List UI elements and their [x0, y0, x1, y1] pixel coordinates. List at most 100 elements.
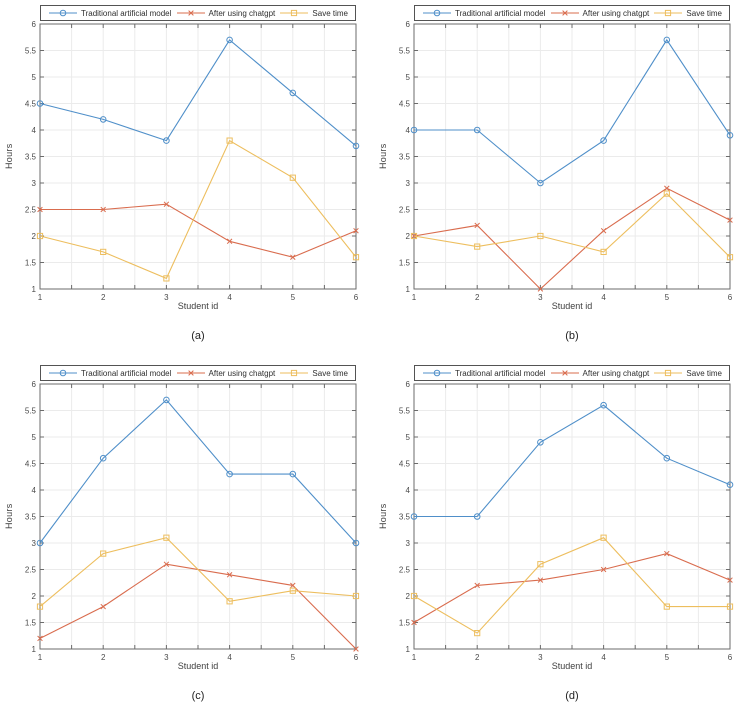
series-save-time — [36, 534, 360, 610]
legend-item-chatgpt: After using chatgpt — [176, 8, 275, 18]
plot-area-d: 1 2 3 4 5 6 1 1.5 2 2.5 3 3.5 4 4.5 5 5.5 6 — [399, 380, 734, 662]
line-square-marker-icon — [654, 369, 683, 377]
svg-text:3: 3 — [538, 653, 543, 662]
line-circle-marker-icon — [49, 369, 77, 377]
svg-text:4: 4 — [227, 293, 232, 302]
legend-label: Save time — [312, 368, 348, 378]
legend-item-save-time: Save time — [279, 8, 348, 18]
svg-text:3: 3 — [32, 539, 37, 548]
svg-text:4: 4 — [601, 653, 606, 662]
svg-text:2.5: 2.5 — [399, 206, 411, 215]
legend-item-traditional: Traditional artificial model — [422, 368, 545, 378]
svg-text:1: 1 — [412, 293, 417, 302]
legend-item-chatgpt: After using chatgpt — [176, 368, 275, 378]
svg-text:1: 1 — [32, 645, 37, 654]
svg-text:6: 6 — [354, 653, 359, 662]
svg-text:5: 5 — [291, 293, 296, 302]
series-save-time — [410, 534, 734, 637]
plot-area-b: 1 2 3 4 5 6 1 1.5 2 2.5 3 3.5 4 4.5 5 5.5 6 — [399, 20, 734, 302]
y-axis-label: Hours — [4, 503, 14, 530]
plot-area-a: 1 2 3 4 5 6 1 1.5 2 2.5 3 3.5 4 4.5 5 5.5 6 — [25, 20, 360, 302]
svg-text:3: 3 — [406, 179, 411, 188]
svg-text:4.5: 4.5 — [25, 100, 37, 109]
subplot-c: Traditional artificial model After using… — [0, 360, 374, 723]
series-traditional-artificial-model — [410, 36, 734, 187]
series-after-using-chatgpt — [411, 550, 733, 626]
svg-text:3.5: 3.5 — [399, 513, 411, 522]
legend-item-save-time: Save time — [653, 8, 722, 18]
svg-text:3.5: 3.5 — [399, 153, 411, 162]
legend-item-traditional: Traditional artificial model — [422, 8, 545, 18]
svg-text:1: 1 — [32, 285, 37, 294]
svg-text:4: 4 — [32, 486, 37, 495]
subplot-b: Traditional artificial model After using… — [374, 0, 748, 360]
legend-c: Traditional artificial model After using… — [40, 365, 356, 381]
svg-text:4: 4 — [227, 653, 232, 662]
y-axis-label: Hours — [378, 143, 388, 170]
legend-label: Save time — [686, 8, 722, 18]
svg-text:6: 6 — [406, 380, 411, 389]
x-axis-label: Student id — [551, 661, 593, 671]
svg-text:5: 5 — [665, 293, 670, 302]
svg-text:2: 2 — [406, 232, 411, 241]
svg-text:4.5: 4.5 — [399, 100, 411, 109]
series-traditional-artificial-model — [36, 36, 360, 150]
svg-text:3: 3 — [164, 653, 169, 662]
svg-text:4: 4 — [406, 486, 411, 495]
svg-text:5: 5 — [406, 433, 411, 442]
legend-item-save-time: Save time — [279, 368, 348, 378]
svg-text:5.5: 5.5 — [399, 407, 411, 416]
svg-text:1.5: 1.5 — [399, 619, 411, 628]
svg-text:1: 1 — [406, 645, 411, 654]
svg-text:6: 6 — [32, 20, 37, 29]
svg-text:6: 6 — [354, 293, 359, 302]
legend-label: Traditional artificial model — [455, 368, 546, 378]
svg-text:6: 6 — [406, 20, 411, 29]
line-circle-marker-icon — [49, 9, 77, 17]
svg-text:2: 2 — [101, 293, 106, 302]
svg-text:4.5: 4.5 — [399, 460, 411, 469]
x-axis-label: Student id — [177, 661, 219, 671]
series-traditional-artificial-model — [36, 396, 360, 547]
legend-item-traditional: Traditional artificial model — [48, 8, 171, 18]
subplot-caption-c: (c) — [191, 690, 205, 702]
plot-area-c: 1 2 3 4 5 6 1 1.5 2 2.5 3 3.5 4 4.5 5 5.5 6 — [25, 380, 360, 662]
line-x-marker-icon — [176, 370, 205, 376]
svg-text:5: 5 — [32, 73, 37, 82]
svg-text:2.5: 2.5 — [399, 566, 411, 575]
svg-text:3.5: 3.5 — [25, 513, 37, 522]
series-save-time — [410, 190, 734, 261]
legend-label: Save time — [686, 368, 722, 378]
svg-text:2: 2 — [32, 232, 37, 241]
svg-text:2.5: 2.5 — [25, 206, 37, 215]
svg-text:2: 2 — [101, 653, 106, 662]
legend-d: Traditional artificial model After using… — [414, 365, 730, 381]
svg-text:5: 5 — [291, 653, 296, 662]
svg-text:2: 2 — [475, 653, 480, 662]
line-square-marker-icon — [654, 9, 683, 17]
svg-text:1: 1 — [38, 293, 43, 302]
svg-text:2: 2 — [32, 592, 37, 601]
legend-b: Traditional artificial model After using… — [414, 5, 730, 21]
svg-text:2.5: 2.5 — [25, 566, 37, 575]
series-traditional-artificial-model — [410, 401, 734, 520]
subplot-a: Traditional artificial model After using… — [0, 0, 374, 360]
series-after-using-chatgpt — [411, 185, 733, 292]
svg-text:1.5: 1.5 — [399, 259, 411, 268]
y-axis-label: Hours — [4, 143, 14, 170]
svg-text:1: 1 — [38, 653, 43, 662]
legend-item-traditional: Traditional artificial model — [48, 368, 171, 378]
line-square-marker-icon — [280, 9, 309, 17]
legend-item-chatgpt: After using chatgpt — [550, 8, 649, 18]
svg-text:1: 1 — [412, 653, 417, 662]
line-circle-marker-icon — [423, 369, 451, 377]
legend-label: After using chatgpt — [582, 368, 650, 378]
svg-text:1.5: 1.5 — [25, 259, 37, 268]
legend-label: Save time — [312, 8, 348, 18]
svg-text:5.5: 5.5 — [399, 47, 411, 56]
legend-label: Traditional artificial model — [81, 368, 172, 378]
svg-text:4: 4 — [32, 126, 37, 135]
svg-text:4: 4 — [601, 293, 606, 302]
svg-text:6: 6 — [32, 380, 37, 389]
